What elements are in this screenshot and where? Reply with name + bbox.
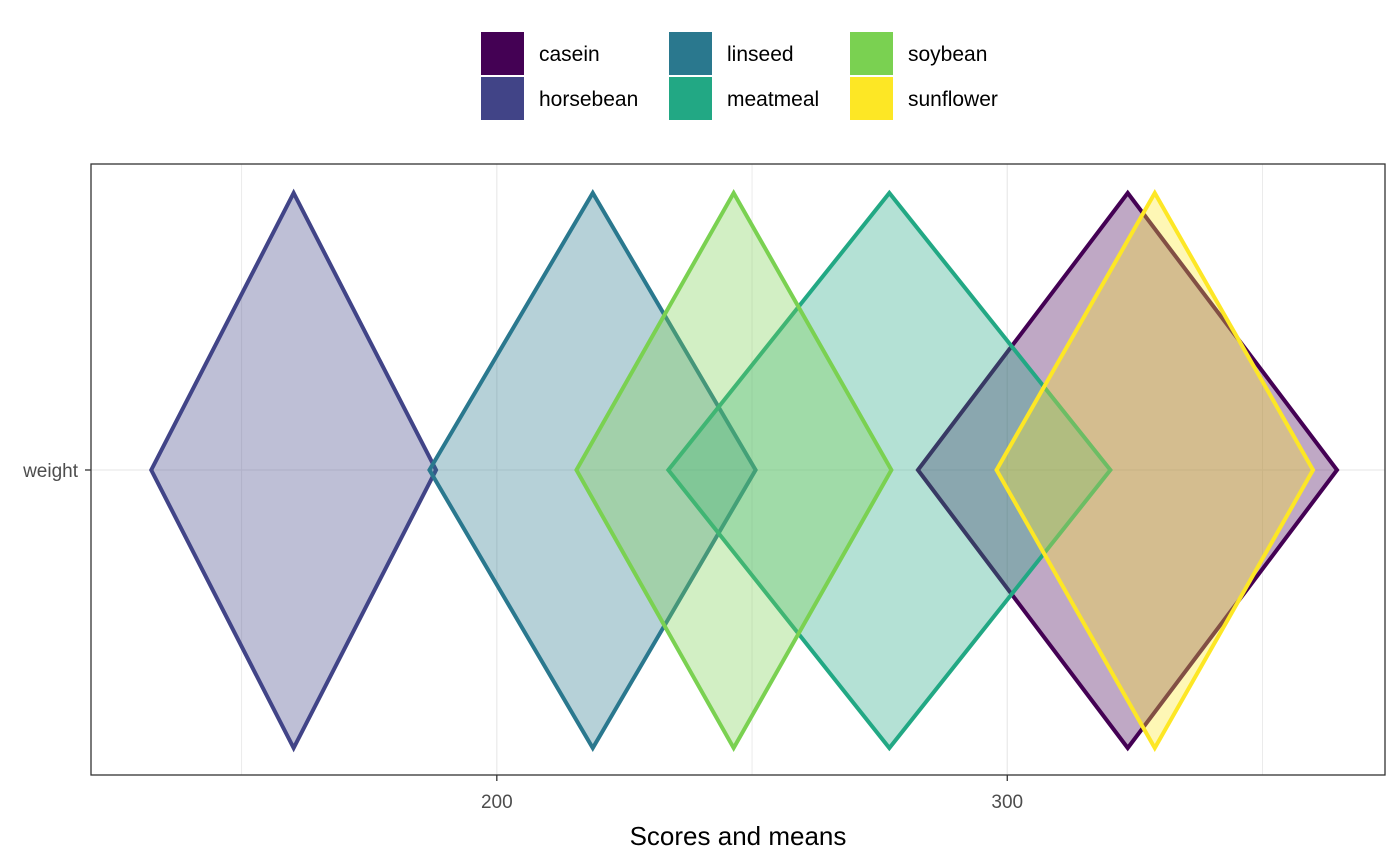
legend-key-meatmeal [669,77,712,120]
y-tick-label: weight [22,461,79,482]
legend: casein horsebean linseed meatmeal soybean sun… [481,32,998,120]
legend-key-horsebean [481,77,524,120]
legend-key-linseed [669,32,712,75]
x-axis-title: Scores and means [630,821,847,851]
legend-label-soybean: soybean [908,43,987,66]
legend-label-meatmeal: meatmeal [727,88,819,111]
legend-key-soybean [850,32,893,75]
legend-label-casein: casein [539,43,600,66]
diamond-soybean [574,188,894,753]
grid [91,164,1385,775]
x-tick-label: 300 [991,792,1023,813]
diamonds [148,188,1340,753]
legend-key-sunflower [850,77,893,120]
diamond-horsebean [148,188,439,753]
legend-key-casein [481,32,524,75]
legend-label-horsebean: horsebean [539,88,638,111]
x-tick-label: 200 [481,792,513,813]
legend-label-linseed: linseed [727,43,794,66]
diamond-linseed [427,189,758,752]
diamond-sunflower [994,188,1316,753]
axes: 200 300 weight [22,461,1023,813]
legend-label-sunflower: sunflower [908,88,998,111]
